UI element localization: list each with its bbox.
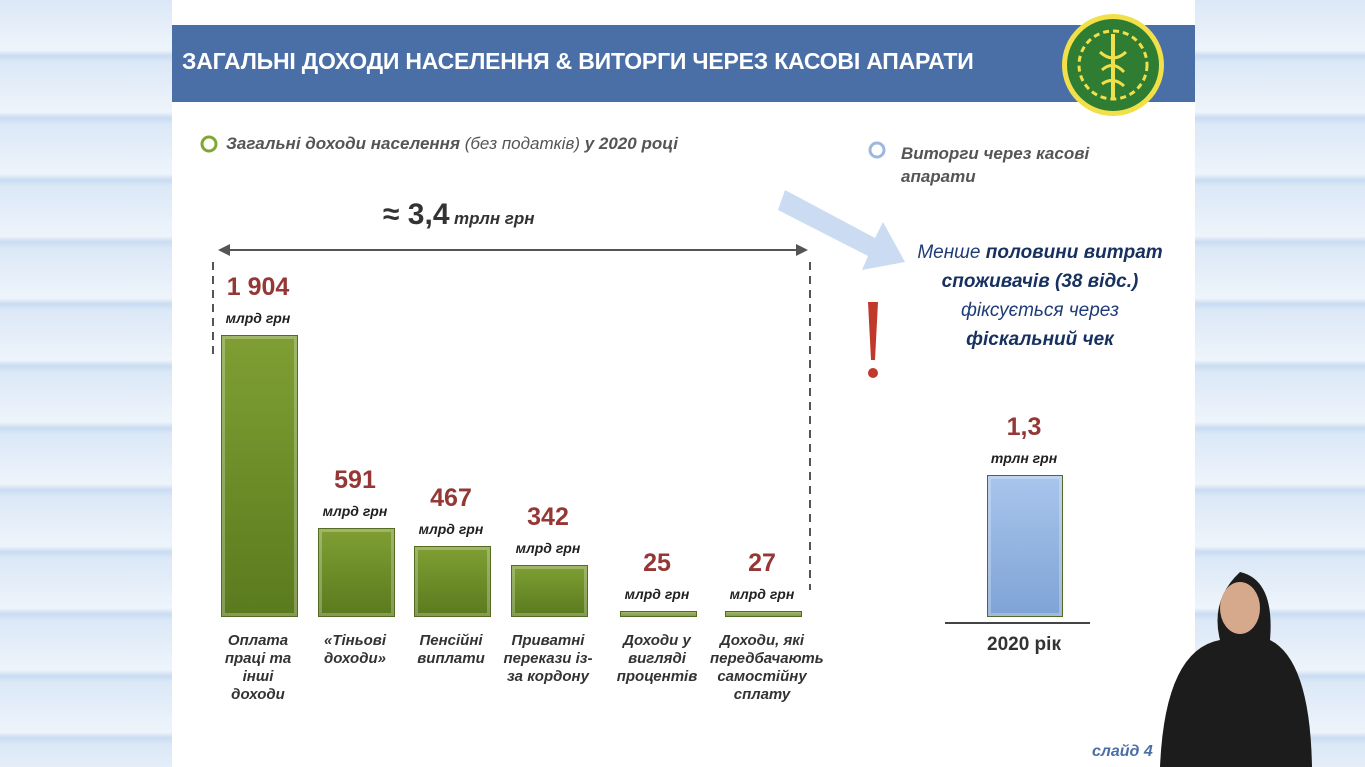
slide-title: ЗАГАЛЬНІ ДОХОДИ НАСЕЛЕННЯ & ВИТОРГИ ЧЕРЕ… bbox=[182, 48, 974, 74]
bar bbox=[317, 528, 395, 617]
category-label: Доходи у вигляді процентів bbox=[616, 632, 698, 685]
unit-label: млрд грн bbox=[418, 521, 484, 538]
category-label: «Тіньові доходи» bbox=[323, 632, 387, 667]
total-unit: трлн грн bbox=[453, 209, 535, 228]
category-label: 2020 рік bbox=[987, 634, 1061, 655]
unit-label: млрд грн bbox=[624, 586, 690, 603]
slide-number: слайд 4 bbox=[1092, 743, 1153, 760]
bar bbox=[619, 611, 697, 617]
legend-text: Загальні доходи населення bbox=[226, 134, 460, 153]
value-label: 591 bbox=[334, 466, 376, 495]
note-text: фіксується через bbox=[961, 300, 1119, 321]
value-label: 27 bbox=[748, 549, 776, 578]
note-text: половини витрат споживачів (38 відс.) bbox=[941, 242, 1163, 292]
legend-text: (без податків) bbox=[464, 134, 580, 153]
total: ≈ 3,4 трлн грн bbox=[383, 198, 535, 232]
value-label: 342 bbox=[527, 502, 569, 531]
total-value: ≈ 3,4 bbox=[383, 198, 450, 231]
bar bbox=[413, 546, 491, 617]
unit-label: трлн грн bbox=[990, 450, 1058, 466]
unit-label: млрд грн bbox=[225, 310, 291, 326]
bar bbox=[724, 611, 802, 617]
category-label: Оплата праці та інші доходи bbox=[224, 632, 292, 703]
bar bbox=[510, 564, 588, 617]
note: Менше половини витрат споживачів (38 від… bbox=[905, 238, 1175, 354]
unit-label: млрд грн bbox=[729, 586, 795, 603]
note-text: Менше bbox=[917, 242, 981, 263]
note-text: фіскальний чек bbox=[966, 329, 1114, 350]
category-label: Приватні перекази із-за кордону bbox=[503, 632, 593, 685]
bar bbox=[220, 335, 298, 617]
header-bar bbox=[172, 25, 1195, 102]
value-label: 25 bbox=[643, 549, 671, 578]
value-label: 467 bbox=[430, 484, 472, 513]
legend: Виторги через касові апарати bbox=[901, 144, 1090, 186]
bar bbox=[987, 475, 1063, 617]
value-label: 1,3 bbox=[1006, 413, 1042, 441]
value-label: 1 904 bbox=[226, 273, 290, 301]
legend: Загальні доходи населення (без податків)… bbox=[226, 134, 678, 154]
slide bbox=[172, 0, 1195, 767]
category-label: Доходи, які передбачають самостійну спла… bbox=[710, 632, 824, 703]
emblem bbox=[1062, 14, 1164, 116]
unit-label: млрд грн bbox=[322, 503, 388, 520]
unit-label: млрд грн bbox=[515, 539, 581, 556]
category-label: Пенсійні виплати bbox=[417, 632, 485, 667]
legend-text: у 2020 році bbox=[584, 134, 678, 153]
